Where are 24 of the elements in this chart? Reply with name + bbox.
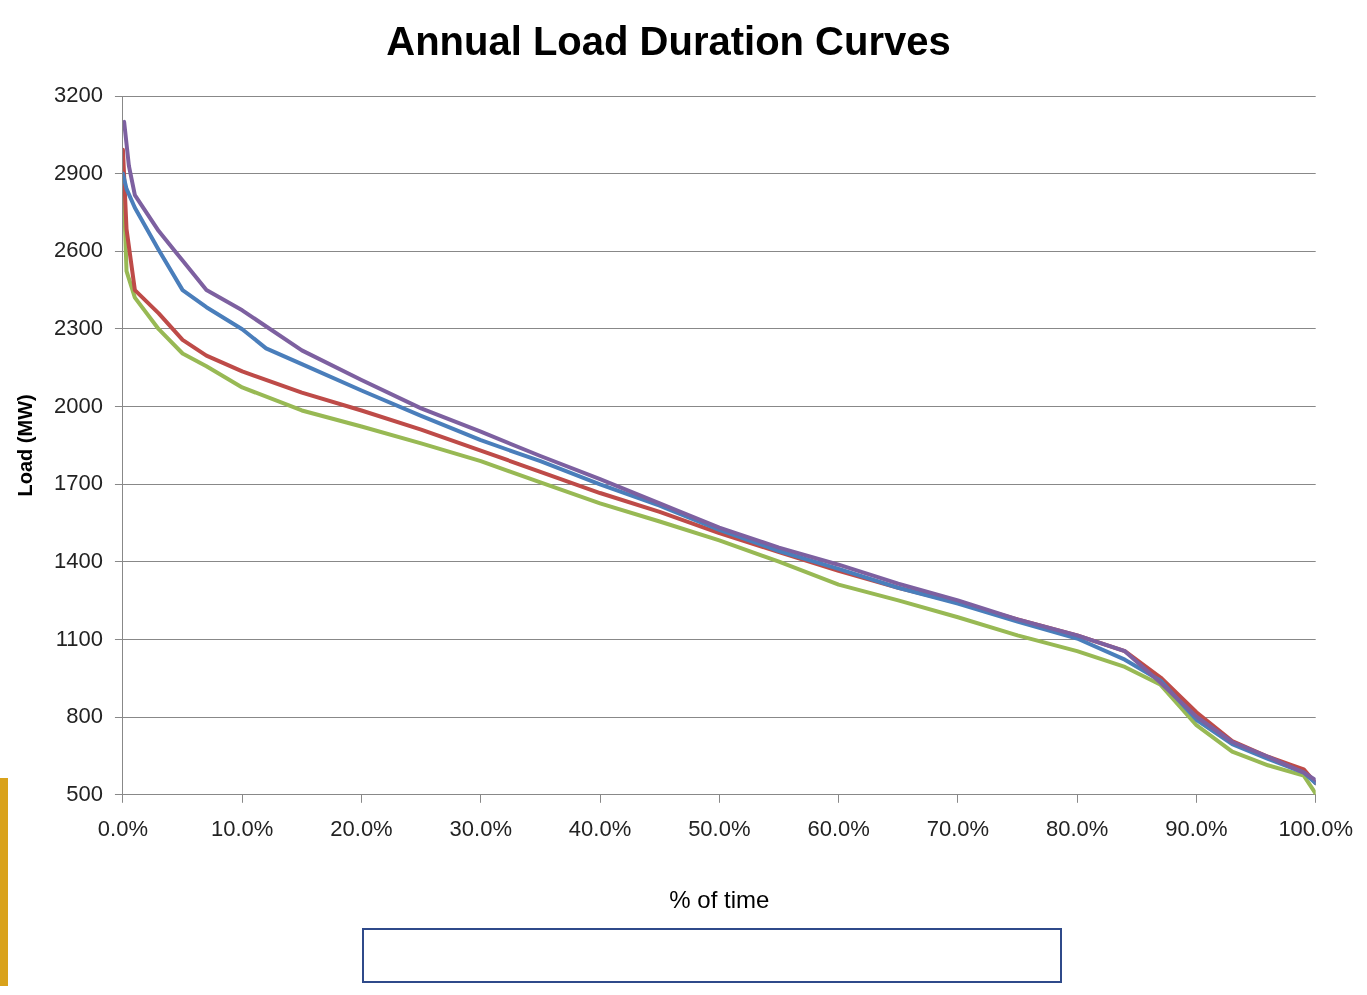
x-tick-label: 50.0% [688,816,751,842]
y-tick-label: 2600 [53,237,103,263]
y-tick-label: 1700 [53,470,103,496]
x-tick-label: 30.0% [449,816,512,842]
y-tick-label: 1100 [55,625,103,651]
x-axis-title: % of time [669,886,770,914]
x-tick-label: 0.0% [97,816,149,842]
y-tick-label: 1400 [53,547,103,573]
y-axis-title: Load (MW) [13,394,36,497]
y-tick-label: 3200 [53,82,103,108]
y-tick-label: 2000 [53,392,103,418]
x-tick-label: 60.0% [807,816,870,842]
x-tick-label: 100.0% [1278,816,1353,842]
x-tick-label: 70.0% [926,816,990,842]
x-tick-label: 20.0% [330,816,393,842]
y-tick-label: 2900 [53,159,103,185]
chart-title: Annual Load Duration Curves [386,19,951,64]
y-tick-label: 2300 [53,315,103,340]
y-tick-label: 500 [66,780,103,806]
x-tick-label: 40.0% [568,816,632,842]
x-tick-label: 90.0% [1165,816,1228,842]
x-tick-label: 10.0% [211,816,274,842]
y-tick-label: 800 [66,703,103,729]
x-tick-label: 80.0% [1045,816,1109,842]
